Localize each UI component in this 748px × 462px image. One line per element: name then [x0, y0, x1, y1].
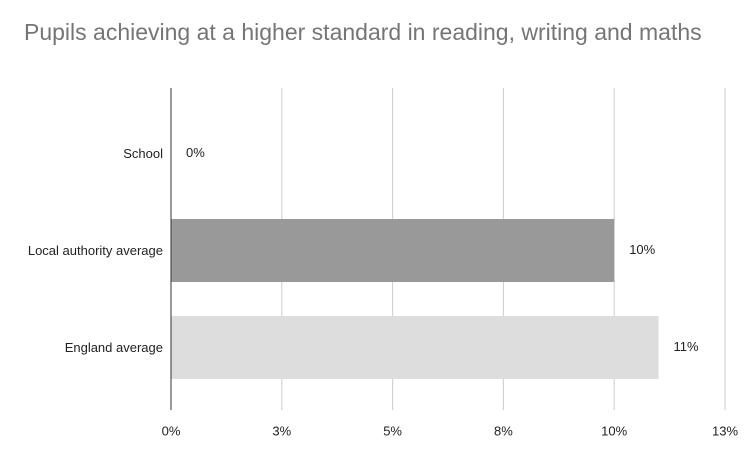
value-label: 10% [629, 242, 655, 257]
x-tick-label: 3% [272, 423, 291, 438]
value-label: 11% [674, 339, 699, 354]
y-tick-label: School [123, 145, 163, 161]
x-tick-label: 10% [601, 423, 627, 438]
chart-title: Pupils achieving at a higher standard in… [24, 19, 702, 45]
bar [171, 316, 659, 379]
value-label: 0% [186, 145, 205, 160]
x-tick-label: 8% [494, 423, 513, 438]
x-tick-label: 13% [712, 423, 738, 438]
x-tick-label: 0% [162, 423, 181, 438]
y-tick-label: Local authority average [27, 242, 163, 258]
x-tick-label: 5% [383, 423, 402, 438]
y-tick-label: England average [64, 339, 163, 355]
bar [171, 219, 615, 282]
